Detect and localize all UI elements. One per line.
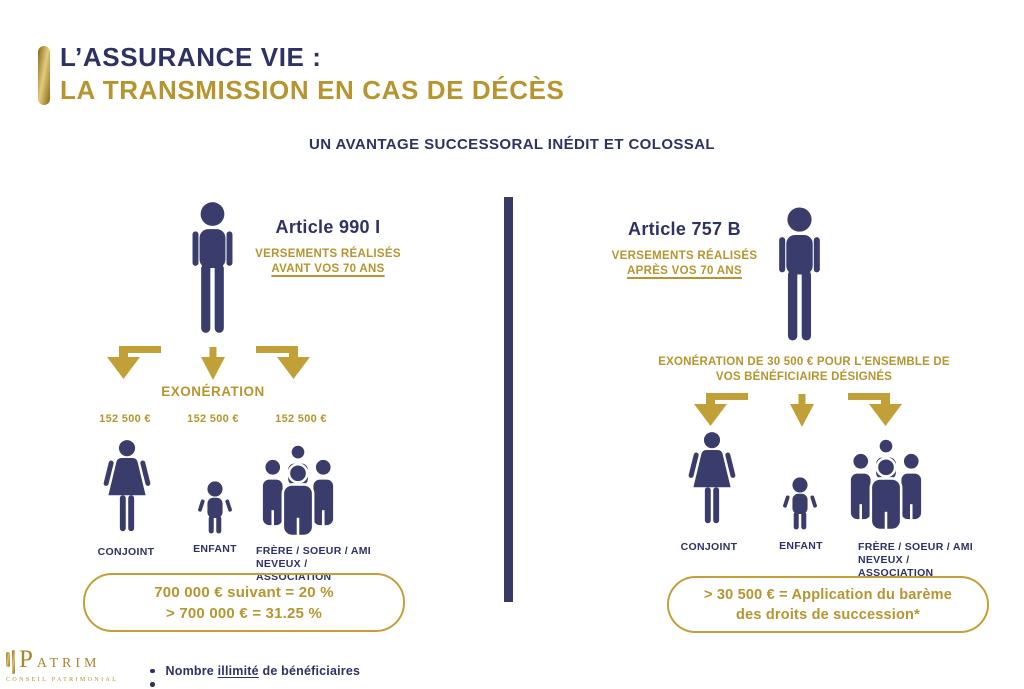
right-label-conjoint: CONJOINT bbox=[680, 541, 738, 553]
benefit-text: Nombre illimité de bénéficiaires bbox=[165, 664, 361, 678]
bullet-dot bbox=[150, 668, 155, 673]
title-accent-bar bbox=[38, 46, 50, 105]
right-label-groupe: FRÈRE / SOEUR / AMI NEVEUX / ASSOCIATION bbox=[858, 541, 983, 580]
amount-conjoint: 152 500 € bbox=[99, 413, 151, 425]
group-icon bbox=[845, 436, 927, 532]
right-article-title: Article 757 B bbox=[628, 219, 741, 239]
right-payments-line2: APRÈS VOS 70 ANS bbox=[627, 265, 742, 277]
right-payments-text: VERSEMENTS RÉALISÉS APRÈS VOS 70 ANS bbox=[602, 249, 767, 279]
left-payments-line1: VERSEMENTS RÉALISÉS bbox=[255, 248, 401, 260]
section-heading: UN AVANTAGE SUCCESSORAL INÉDIT ET COLOSS… bbox=[309, 136, 715, 153]
page-title-line2: LA TRANSMISSION EN CAS DE DÉCÈS bbox=[60, 75, 565, 105]
left-exoneration-label: EXONÉRATION bbox=[161, 384, 265, 399]
right-article-block: Article 757 B VERSEMENTS RÉALISÉS APRÈS … bbox=[602, 219, 767, 279]
arrow-down-left-icon bbox=[690, 391, 748, 427]
right-rule-line1: > 30 500 € = Application du barème bbox=[703, 586, 953, 603]
right-rule-box: > 30 500 € = Application du barème des d… bbox=[667, 576, 989, 633]
right-exoneration-line1: EXONÉRATION DE 30 500 € POUR L'ENSEMBLE … bbox=[658, 356, 950, 368]
page-title-line1: L’ASSURANCE VIE : bbox=[60, 42, 322, 72]
right-rule-line2: des droits de succession* bbox=[736, 606, 920, 623]
right-label-enfant: ENFANT bbox=[779, 540, 823, 552]
woman-icon bbox=[96, 439, 158, 536]
right-label-groupe-line1: FRÈRE / SOEUR / AMI bbox=[858, 541, 973, 553]
left-article-block: Article 990 I VERSEMENTS RÉALISÉS AVANT … bbox=[243, 217, 413, 277]
right-exoneration-line2: VOS BÉNÉFICIAIRE DÉSIGNÉS bbox=[715, 371, 893, 383]
patrim-logo: PATRIM CONSEIL PATRIMONIAL bbox=[6, 646, 136, 683]
bullet-dot bbox=[150, 682, 155, 687]
left-label-groupe-line1: FRÈRE / SOEUR / AMI bbox=[256, 545, 371, 557]
arrow-down-right-icon bbox=[848, 391, 906, 427]
man-icon bbox=[772, 205, 827, 343]
left-payments-line2: AVANT VOS 70 ANS bbox=[271, 263, 385, 275]
man-icon bbox=[185, 200, 240, 335]
child-icon bbox=[779, 476, 821, 533]
right-payments-line1: VERSEMENTS RÉALISÉS bbox=[611, 250, 758, 262]
child-icon bbox=[194, 480, 236, 537]
logo-name: PATRIM bbox=[19, 646, 101, 673]
logo-tagline: CONSEIL PATRIMONIAL bbox=[6, 677, 119, 683]
arrow-down-icon bbox=[201, 347, 225, 381]
left-rule-line2: > 700 000 € = 31.25 % bbox=[166, 604, 322, 622]
woman-icon bbox=[681, 431, 743, 528]
left-label-conjoint: CONJOINT bbox=[97, 546, 155, 558]
left-label-enfant: ENFANT bbox=[193, 543, 237, 555]
left-rule-box: 700 000 € suivant = 20 % > 700 000 € = 3… bbox=[83, 573, 405, 632]
column-divider bbox=[504, 197, 513, 602]
left-payments-text: VERSEMENTS RÉALISÉS AVANT VOS 70 ANS bbox=[243, 247, 413, 277]
left-article-title: Article 990 I bbox=[275, 217, 381, 237]
left-rule-line1: 700 000 € suivant = 20 % bbox=[154, 583, 334, 601]
arrow-down-icon bbox=[790, 394, 814, 428]
benefit-bullet: Nombre illimité de bénéficiaires bbox=[150, 664, 360, 678]
logo-bars-icon bbox=[6, 650, 15, 674]
group-icon bbox=[257, 442, 339, 538]
arrow-down-left-icon bbox=[103, 344, 161, 380]
amount-enfant: 152 500 € bbox=[187, 413, 239, 425]
amount-groupe: 152 500 € bbox=[275, 413, 327, 425]
right-exoneration-text: EXONÉRATION DE 30 500 € POUR L'ENSEMBLE … bbox=[645, 355, 963, 385]
benefit-bullet-partial bbox=[150, 682, 166, 689]
arrow-down-right-icon bbox=[256, 344, 314, 380]
